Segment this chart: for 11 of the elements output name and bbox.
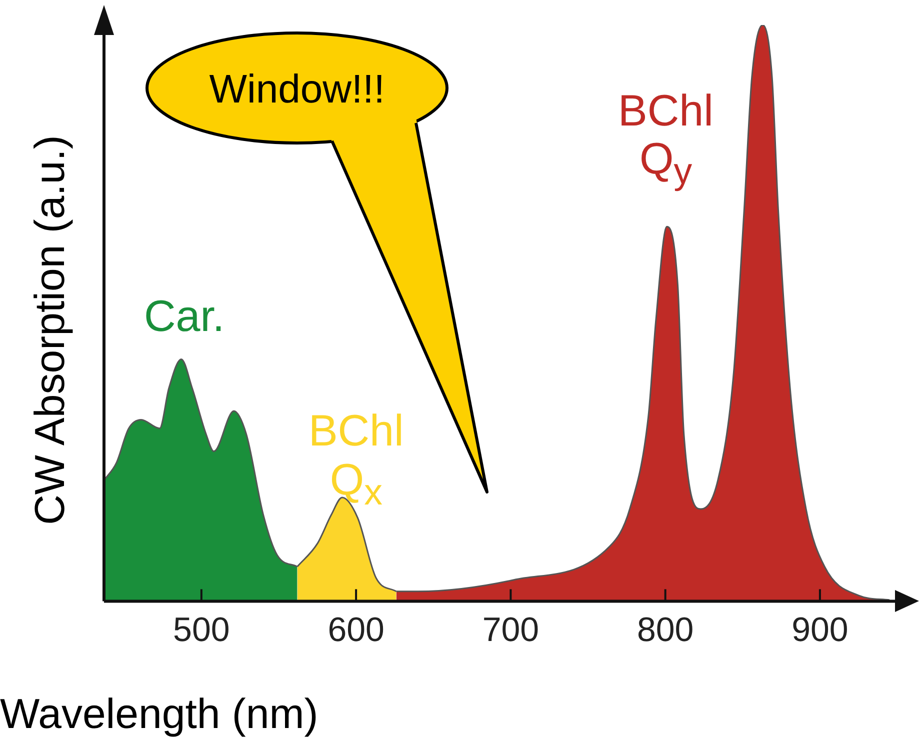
x-tick-label: 500	[173, 610, 230, 649]
series-label: Car.	[142, 292, 226, 342]
x-tick-label: 900	[792, 610, 848, 649]
x-tick-label: 700	[482, 610, 540, 649]
x-axis-title: Wavelength (nm)	[0, 690, 318, 738]
annotation: Window!!!	[209, 68, 385, 112]
x-tick-label: 600	[328, 610, 384, 649]
series-label: BChl Q$_{x}$	[307, 407, 405, 513]
series-label: BChl Q$_{y}$	[617, 86, 714, 192]
x-tick-label: 800	[636, 610, 694, 649]
y-axis-title: CW Absorption (a.u.)	[26, 135, 74, 525]
